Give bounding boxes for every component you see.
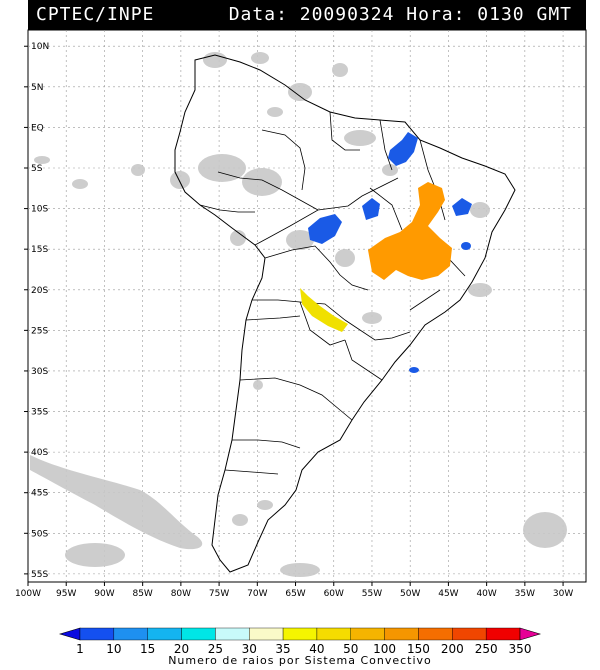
legend-swatch: [452, 627, 487, 641]
lat-tick-label: 55S: [31, 570, 48, 580]
legend-value-label: 15: [140, 642, 155, 656]
lon-tick-label: 55W: [362, 589, 382, 599]
legend-value-label: 40: [309, 642, 324, 656]
lat-tick-label: 25S: [31, 326, 48, 336]
legend-swatch: [215, 627, 250, 641]
lon-tick-label: 65W: [285, 589, 305, 599]
lon-tick-label: 35W: [515, 589, 535, 599]
legend-value-label: 200: [441, 642, 464, 656]
convective-cells-blue: [308, 132, 472, 373]
convective-cells-yellow: [300, 288, 348, 332]
lat-tick-label: 5N: [31, 83, 43, 93]
legend-swatch: [418, 627, 453, 641]
lat-tick-label: 15S: [31, 245, 48, 255]
legend-arrow-high: [519, 627, 542, 641]
lon-tick-label: 30W: [553, 589, 573, 599]
legend-value-label: 1: [76, 642, 84, 656]
latitude-axis: 10N 5N EQ 5S 10S 15S 20S 25S 30S 35S 40S 45S 50S 55S: [24, 42, 49, 580]
title-bar: CPTEC/INPE Data: 20090324 Hora: 0130 GMT: [28, 0, 586, 30]
lat-tick-label: 35S: [31, 408, 48, 418]
legend-swatch: [485, 627, 521, 641]
legend-swatch: [147, 627, 182, 641]
legend-value-label: 250: [475, 642, 498, 656]
legend-swatch: [181, 627, 216, 641]
legend-value-label: 150: [407, 642, 430, 656]
legend-value-label: 50: [343, 642, 358, 656]
legend-swatch: [316, 627, 351, 641]
country-borders: [199, 111, 466, 475]
legend-caption: Numero de raios por Sistema Convectivo: [168, 654, 432, 667]
legend-value-label: 10: [106, 642, 121, 656]
lon-tick-label: 45W: [438, 589, 458, 599]
lon-tick-label: 90W: [94, 589, 114, 599]
lat-tick-label: EQ: [31, 123, 44, 133]
source-label: CPTEC/INPE: [36, 4, 155, 25]
lon-tick-label: 75W: [209, 589, 229, 599]
legend-swatch: [113, 627, 148, 641]
lat-tick-label: 50S: [31, 529, 48, 539]
legend-arrow-low: [58, 627, 81, 641]
longitude-axis: 100W 95W 90W 85W 80W 75W 70W 65W 60W 55W 50W 45W 40W…: [15, 582, 573, 599]
datetime-label: Data: 20090324 Hora: 0130 GMT: [228, 4, 572, 25]
legend-value-label: 25: [208, 642, 223, 656]
lat-tick-label: 45S: [31, 489, 48, 499]
lat-tick-label: 20S: [31, 286, 48, 296]
legend-value-label: 350: [509, 642, 532, 656]
lat-tick-label: 10N: [31, 42, 49, 52]
lon-tick-label: 60W: [324, 589, 344, 599]
lon-tick-label: 85W: [132, 589, 152, 599]
legend-swatch: [249, 627, 284, 641]
legend-value-label: 30: [242, 642, 257, 656]
legend-swatch: [384, 627, 419, 641]
legend-colorbar: 1 10 15 20 25 30 35 40 50 100 150 200 250 350: [58, 627, 542, 656]
legend-value-label: 100: [373, 642, 396, 656]
lon-tick-label: 50W: [400, 589, 420, 599]
lon-tick-label: 70W: [247, 589, 267, 599]
legend-swatch: [350, 627, 385, 641]
convective-cells-orange: [368, 182, 452, 280]
lon-tick-label: 40W: [476, 589, 496, 599]
lat-tick-label: 10S: [31, 205, 48, 215]
lon-tick-label: 80W: [171, 589, 191, 599]
legend-value-label: 20: [174, 642, 189, 656]
cloud-cover: [30, 52, 567, 577]
legend-value-label: 35: [275, 642, 290, 656]
legend-swatch: [79, 627, 115, 641]
lat-tick-label: 40S: [31, 448, 48, 458]
lon-tick-label: 95W: [56, 589, 76, 599]
legend-swatch: [282, 627, 318, 641]
lat-tick-label: 5S: [31, 164, 43, 174]
lon-tick-label: 100W: [15, 589, 41, 599]
lat-tick-label: 30S: [31, 367, 48, 377]
